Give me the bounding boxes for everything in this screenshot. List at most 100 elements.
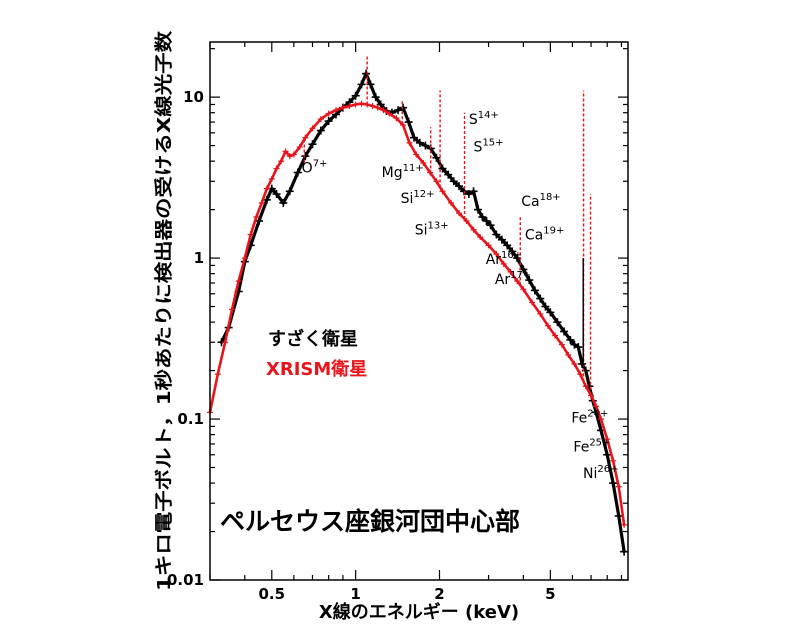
- series-segment: [434, 156, 445, 171]
- series-segment: [422, 161, 432, 174]
- x-tick-label: 0.5: [259, 585, 286, 603]
- ion-annotation: Ar16+: [486, 250, 522, 268]
- series-segment: [553, 334, 564, 346]
- legend-entry-xrism: XRISM衛星: [266, 358, 367, 380]
- series-segment: [279, 150, 287, 163]
- series-segment: [527, 278, 537, 292]
- series-segment: [298, 136, 307, 149]
- plot-frame: [209, 41, 629, 581]
- y-axis-label: 1キロ電子ボルト，1秒あたりに検出器の受けるX線光子数: [153, 30, 175, 591]
- series-segment: [401, 106, 411, 124]
- series-segment: [414, 153, 425, 165]
- series-segment: [441, 189, 453, 205]
- series-segment: [488, 223, 498, 237]
- series-segment: [265, 187, 274, 202]
- series-segment: [319, 112, 330, 121]
- series-segment: [288, 170, 300, 193]
- series-segment: [589, 394, 598, 408]
- y-tick-label: 0.1: [177, 410, 204, 428]
- series-segment: [573, 362, 582, 376]
- series-segment: [546, 324, 557, 337]
- series-segment: [611, 481, 621, 518]
- x-tick-label: 1: [350, 585, 360, 603]
- series-segment: [594, 404, 603, 421]
- series-segment: [530, 301, 542, 316]
- series-segment: [605, 453, 615, 485]
- series-segment: [449, 201, 461, 215]
- series-segment: [327, 112, 338, 123]
- series-segment: [223, 308, 234, 344]
- series-segment: [257, 198, 269, 223]
- series-segment: [509, 270, 519, 283]
- y-tick-label: 10: [183, 88, 204, 106]
- tick-layer: 0.5 1 2 5 0.01 0.1 1 10: [167, 42, 628, 603]
- series-segment: [265, 177, 274, 190]
- series-segment: [303, 142, 315, 158]
- ion-annotation: Ni26+: [583, 464, 618, 482]
- series-segment: [478, 235, 490, 247]
- ion-annotation: Ar17+: [495, 270, 531, 288]
- series-segment: [521, 267, 531, 282]
- ion-annotation: Mg11+: [382, 163, 424, 181]
- series-segment: [368, 82, 378, 99]
- series-segment: [230, 279, 240, 311]
- series-xrism: [207, 100, 628, 528]
- x-tick-label: 2: [434, 585, 444, 603]
- ion-annotation: Ca19+: [525, 226, 564, 244]
- emission-line-layer: [303, 56, 592, 395]
- series-segment: [237, 256, 247, 283]
- series-segment: [522, 287, 534, 304]
- series-segment: [538, 312, 550, 328]
- series-segment: [296, 154, 307, 175]
- series-segment: [465, 219, 475, 232]
- series-segment: [611, 459, 621, 488]
- series-segment: [354, 82, 364, 98]
- ion-annotation: S15+: [474, 137, 504, 155]
- chart-title: ペルセウス座銀河団中心部: [220, 507, 520, 536]
- series-segment: [599, 428, 609, 457]
- annotation-layer: O7+ Mg11+ Si12+ Si13+ S14+ S15+ Ar16+ Ar17+ Ca18…: [302, 110, 619, 482]
- series-segment: [311, 117, 323, 130]
- series-segment: [487, 244, 498, 256]
- series-segment: [605, 437, 615, 463]
- x-axis-label: X線のエネルギー (keV): [319, 601, 519, 623]
- series-segment: [555, 320, 566, 334]
- ion-annotation: Si13+: [415, 221, 449, 239]
- series-segment: [310, 128, 323, 146]
- series-segment: [594, 410, 603, 432]
- series-segment: [562, 329, 572, 342]
- series-segment: [274, 192, 285, 205]
- series-segment: [617, 485, 626, 527]
- y-tick-label: 0.01: [167, 571, 204, 589]
- ion-annotation: Fe25+: [573, 437, 610, 455]
- series-segment: [304, 127, 314, 139]
- ion-annotation: Fe24+: [571, 409, 608, 427]
- series-segment: [216, 340, 227, 376]
- ion-annotation: Si12+: [401, 189, 435, 207]
- series-segment: [387, 112, 398, 120]
- ion-annotation: O7+: [302, 159, 328, 177]
- series-segment: [502, 262, 512, 274]
- series-segment: [408, 141, 418, 156]
- series-segment: [560, 343, 570, 357]
- series-segment: [548, 310, 560, 324]
- series-segment: [429, 146, 439, 160]
- ion-annotation: S14+: [469, 110, 499, 128]
- series-segment: [249, 215, 258, 236]
- series-segment: [472, 228, 482, 239]
- series-segment: [617, 514, 626, 554]
- series-segment: [599, 417, 609, 441]
- series-segment: [401, 123, 411, 145]
- series-segment: [428, 171, 438, 183]
- series-segment: [270, 167, 278, 181]
- ion-annotation: Ca18+: [521, 192, 560, 210]
- series-segment: [249, 219, 261, 247]
- series-segment: [533, 288, 542, 301]
- series-segment: [260, 187, 269, 205]
- x-tick-label: 5: [545, 585, 555, 603]
- series-segment: [275, 159, 283, 170]
- series-segment: [255, 201, 264, 219]
- series-segment: [495, 252, 505, 266]
